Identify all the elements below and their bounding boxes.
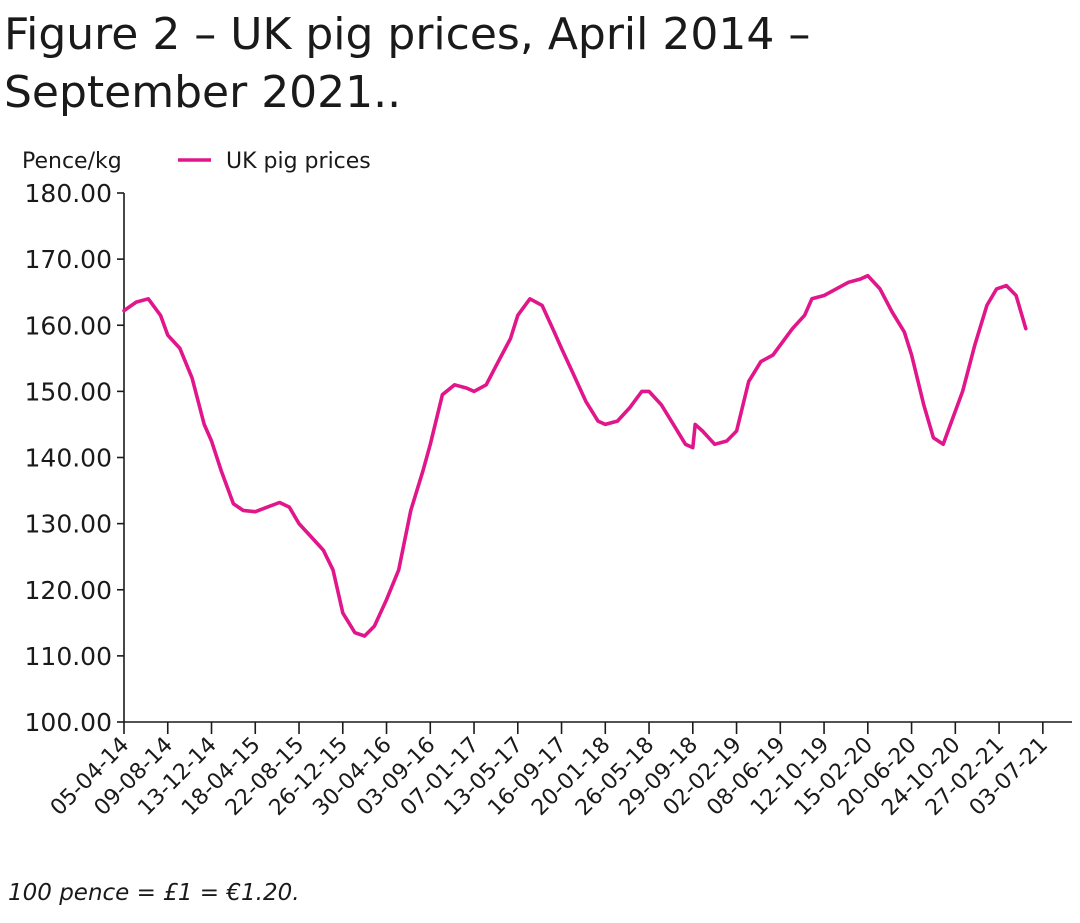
y-tick-label: 160.00	[25, 311, 112, 340]
y-tick-label: 140.00	[25, 444, 112, 473]
chart-title: Figure 2 – UK pig prices, April 2014 – S…	[4, 6, 1064, 122]
y-tick-label: 130.00	[25, 510, 112, 539]
y-tick-label: 170.00	[25, 245, 112, 274]
chart-title-line-2: September 2021..	[4, 67, 402, 118]
y-tick-label: 180.00	[25, 179, 112, 208]
series-line-uk-pig-prices	[122, 273, 1028, 638]
footnote: 100 pence = £1 = €1.20.	[8, 880, 300, 906]
chart-title-line-1: Figure 2 – UK pig prices, April 2014 –	[4, 9, 811, 60]
y-axis-label: Pence/kg	[22, 149, 122, 174]
legend-label: UK pig prices	[226, 149, 371, 174]
y-tick-label: 110.00	[25, 642, 112, 671]
line-chart: 100.00 110.00 120.00 130.00 140.00 150.00 160.…	[22, 149, 1072, 821]
y-tick-label: 150.00	[25, 377, 112, 406]
y-tick-label: 120.00	[25, 576, 112, 605]
y-tick-label: 100.00	[25, 708, 112, 737]
